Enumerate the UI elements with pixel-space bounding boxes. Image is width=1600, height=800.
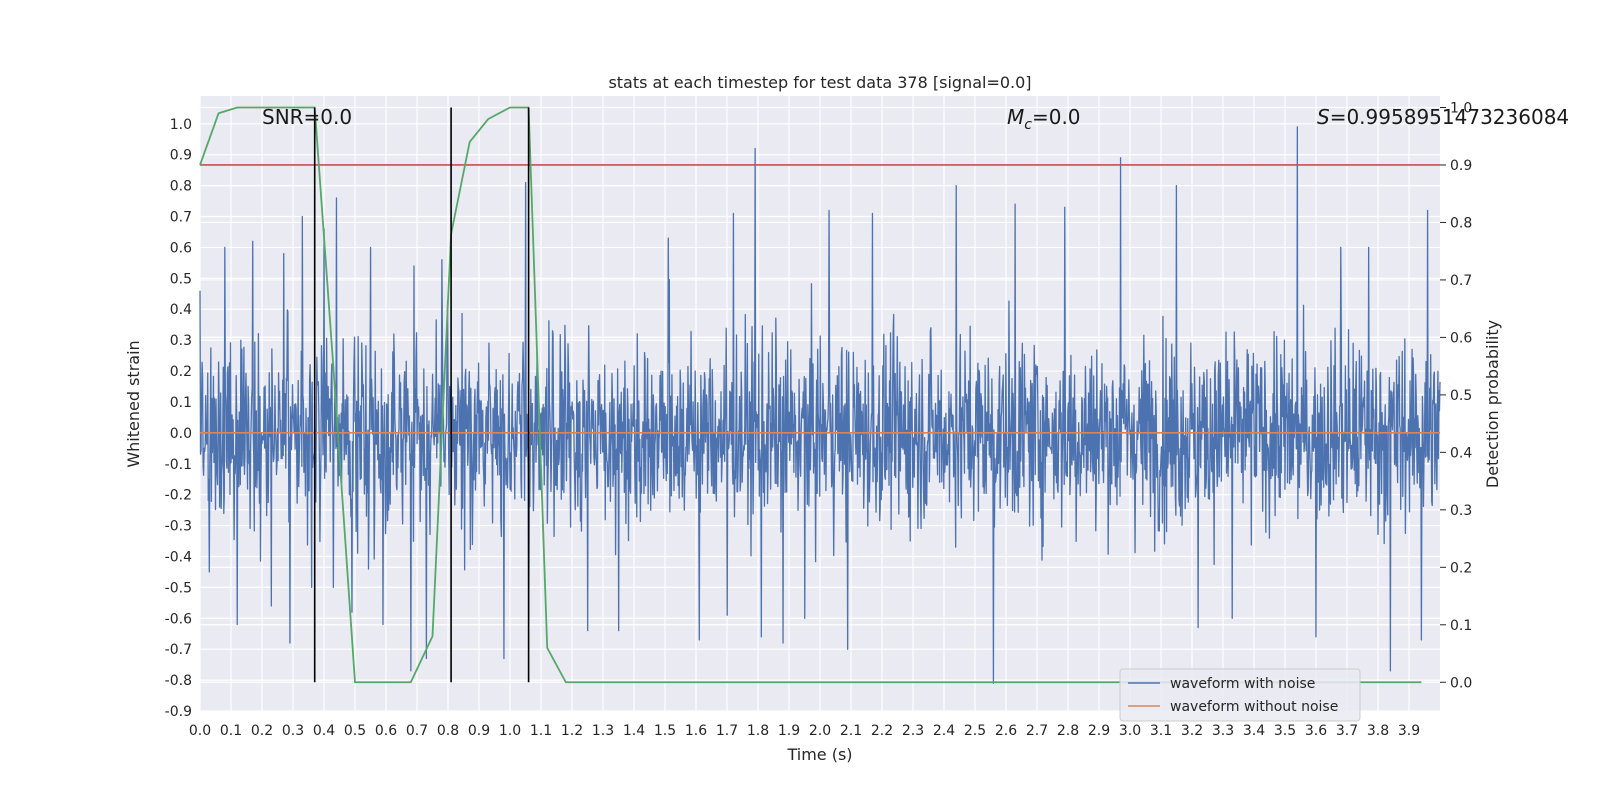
x-tick-label: 0.4 [313,723,335,739]
y-tick-label: -0.8 [165,673,192,689]
x-tick-label: 0.9 [468,723,490,739]
x-tick-label: 1.4 [623,723,645,739]
x-tick-label: 3.4 [1243,723,1265,739]
y-tick-label: 0.4 [170,302,192,318]
vertical-markers [313,107,530,683]
x-axis-ticks: 0.0 0.1 0.2 0.3 0.4 0.5 0.6 0.7 0.8 0.9 1.0 1.1 1.2 1… [189,723,1420,739]
x-tick-label: 2.9 [1088,723,1110,739]
s-value: =0.9958951473236084 [1330,105,1569,129]
y-tick-label: 0.9 [170,148,192,164]
x-tick-label: 3.5 [1274,723,1296,739]
x-tick-label: 3.8 [1367,723,1389,739]
series-line-waveform-with-noise [199,126,1441,684]
y-tick-label: -0.4 [165,549,192,565]
x-tick-label: 0.2 [251,723,273,739]
y2-tick-label: 0.6 [1450,330,1472,346]
x-tick-label: 1.2 [561,723,583,739]
y-tick-label: -0.2 [165,488,192,504]
x-tick-label: 2.2 [871,723,893,739]
x-tick-label: 3.9 [1398,723,1420,739]
x-tick-label: 1.6 [685,723,707,739]
y2-tick-label: 0.4 [1450,445,1472,461]
y-tick-label: 1.0 [170,117,192,133]
legend-label-clean: waveform without noise [1170,699,1338,715]
y-tick-label: -0.1 [165,457,192,473]
legend-label-noise: waveform with noise [1170,676,1315,692]
series-waveform-with-noise [199,126,1441,684]
x-tick-label: 2.1 [840,723,862,739]
x-tick-label: 3.0 [1119,723,1141,739]
y-tick-label: 0.3 [170,333,192,349]
y2-tick-label: 0.9 [1450,158,1472,174]
x-tick-label: 0.0 [189,723,211,739]
x-tick-label: 2.7 [1026,723,1048,739]
y-tick-label: 0.5 [170,271,192,287]
y2-tick-label: 0.8 [1450,215,1472,231]
x-tick-label: 1.3 [592,723,614,739]
y2-tick-label: 0.7 [1450,273,1472,289]
x-tick-label: 3.6 [1305,723,1327,739]
x-tick-label: 3.3 [1212,723,1234,739]
x-tick-label: 1.5 [654,723,676,739]
y-tick-label: -0.9 [165,704,192,720]
legend-box [1119,668,1361,722]
x-tick-label: 0.8 [437,723,459,739]
x-tick-label: 2.3 [902,723,924,739]
y2-tick-label: 0.3 [1450,503,1472,519]
y-tick-label: -0.5 [165,580,192,596]
x-tick-label: 1.9 [778,723,800,739]
x-tick-label: 3.7 [1336,723,1358,739]
y-tick-label: 0.1 [170,395,192,411]
x-tick-label: 3.1 [1150,723,1172,739]
y2-tick-label: 0.2 [1450,560,1472,576]
x-tick-label: 3.2 [1181,723,1203,739]
s-symbol: S [1317,105,1330,129]
snr-annotation: SNR=0.0 [262,105,352,129]
x-tick-label: 2.5 [964,723,986,739]
y2-tick-label: 0.5 [1450,388,1472,404]
x-tick-label: 2.8 [1057,723,1079,739]
x-tick-label: 0.5 [344,723,366,739]
legend: waveform with noise waveform without noi… [1119,668,1361,722]
x-tick-label: 2.6 [995,723,1017,739]
y-tick-label: -0.3 [165,519,192,535]
y-tick-label: 0.7 [170,210,192,226]
y-axis-label: Whitened strain [124,340,143,467]
x-axis-label: Time (s) [786,745,852,764]
x-tick-label: 2.4 [933,723,955,739]
chart-title: stats at each timestep for test data 378… [608,73,1031,92]
x-tick-label: 0.7 [406,723,428,739]
x-tick-label: 2.0 [809,723,831,739]
y-tick-label: 0.0 [170,426,192,442]
y-tick-label: 0.2 [170,364,192,380]
y2-axis-ticks: 0.0 0.1 0.2 0.3 0.4 0.5 0.6 0.7 0.8 0.9 1.0 [1440,100,1472,691]
x-tick-label: 0.6 [375,723,397,739]
y-tick-label: -0.7 [165,642,192,658]
x-tick-label: 1.0 [499,723,521,739]
y-tick-label: 0.8 [170,179,192,195]
y-tick-label: -0.6 [165,611,192,627]
y2-tick-label: 0.0 [1450,675,1472,691]
x-tick-label: 1.7 [716,723,738,739]
mc-symbol: M [1007,105,1024,129]
mc-subscript: c [1024,117,1032,133]
mc-value: =0.0 [1032,105,1081,129]
y2-tick-label: 1.0 [1450,100,1472,116]
y2-tick-label: 0.1 [1450,618,1472,634]
x-tick-label: 1.8 [747,723,769,739]
y-axis-ticks: -0.9 -0.8 -0.7 -0.6 -0.5 -0.4 -0.3 -0.2 -0.1 0.0 0… [165,117,192,720]
s-annotation: S=0.9958951473236084 [1317,105,1569,129]
x-tick-label: 0.1 [220,723,242,739]
x-tick-label: 0.3 [282,723,304,739]
y2-axis-label: Detection probability [1483,320,1502,488]
mc-annotation: Mc=0.0 [1007,105,1081,133]
y-tick-label: 0.6 [170,240,192,256]
x-tick-label: 1.1 [530,723,552,739]
